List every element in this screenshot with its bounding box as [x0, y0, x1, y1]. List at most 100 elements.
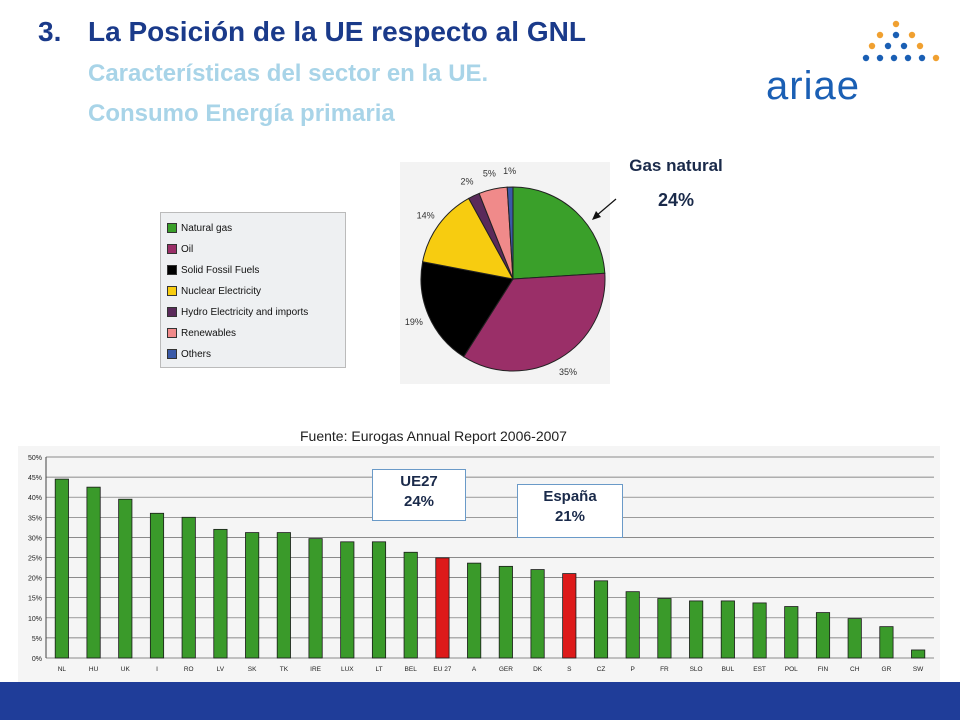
espana-callout-value: 21%: [554, 508, 586, 525]
bar-ger: [498, 565, 513, 659]
pie-slice-others: [506, 186, 514, 280]
title-number: 3.: [38, 16, 62, 47]
bar-p: [625, 591, 640, 659]
gas-callout-value: 24%: [657, 190, 695, 210]
x-tick-label: GR: [882, 666, 892, 673]
pie-slice-label: 2%: [460, 176, 473, 186]
page-title: 3. La Posición de la UE respecto al GNL: [38, 16, 586, 48]
legend-swatch: [167, 244, 177, 254]
legend-label: Hydro Electricity and imports: [181, 306, 309, 318]
y-tick-label: 45%: [28, 475, 42, 482]
callout-arrow-icon: [592, 198, 617, 220]
footer-band: [0, 682, 960, 720]
bar-hu: [86, 486, 101, 659]
x-tick-label: FIN: [818, 666, 829, 673]
x-tick-label: A: [472, 666, 477, 673]
source-note: Fuente: Eurogas Annual Report 2006-2007: [300, 428, 567, 444]
legend-item-renewables: Renewables: [167, 324, 236, 342]
pie-slice-nuclear-electricity: [422, 197, 514, 280]
x-tick-label: BEL: [405, 666, 418, 673]
x-tick-label: EST: [753, 666, 766, 673]
bar-chart: 0% 5% 10% 15% 20% 25% 30% 35% 40% 45% 50% NL HU UK I RO…: [28, 455, 934, 673]
bar-pol: [784, 606, 799, 659]
bar-slo: [689, 600, 704, 659]
y-tick-label: 30%: [28, 535, 42, 542]
bar-ire: [308, 538, 323, 659]
pie-slice-label: 1%: [503, 166, 516, 176]
x-tick-label: RO: [184, 666, 194, 673]
x-tick-label: LUX: [341, 666, 354, 673]
y-tick-label: 40%: [28, 495, 42, 502]
subtitle-line-2: Consumo Energía primaria: [88, 100, 395, 127]
x-tick-label: POL: [785, 666, 798, 673]
legend-swatch: [167, 223, 177, 233]
subtitle-line-1: Características del sector en la UE.: [88, 60, 489, 87]
logo-text: ariae: [766, 64, 860, 108]
x-tick-label: UK: [121, 666, 131, 673]
x-tick-label: LV: [217, 666, 225, 673]
pie-chart: 35% 19% 14% 2% 5% 1%: [405, 166, 606, 377]
ariae-logo: ariae: [766, 18, 946, 108]
bar-tk: [276, 532, 291, 659]
x-tick-label: BUL: [722, 666, 735, 673]
legend-label: Oil: [181, 243, 194, 255]
legend-item-natural-gas: Natural gas: [167, 219, 232, 237]
bar-fin: [815, 612, 831, 659]
y-tick-label: 50%: [28, 455, 42, 462]
bar-uk: [118, 498, 133, 659]
ue27-callout: UE27 24%: [372, 469, 466, 521]
bar-est: [752, 602, 767, 659]
x-tick-label: S: [567, 666, 572, 673]
legend-item-others: Others: [167, 345, 211, 363]
pie-slice-natural-gas: [512, 186, 606, 280]
x-tick-label: CZ: [597, 666, 606, 673]
legend-label: Nuclear Electricity: [181, 285, 262, 297]
bar-gr: [879, 626, 894, 659]
pie-slice-label: 35%: [559, 367, 577, 377]
legend-swatch: [167, 286, 177, 296]
bar-lux: [340, 541, 355, 659]
legend-swatch: [167, 265, 177, 275]
x-tick-label: GER: [499, 666, 513, 673]
pie-slice-oil: [463, 272, 606, 372]
legend-item-hydro: Hydro Electricity and imports: [167, 303, 308, 321]
legend-item-solid-fossil: Solid Fossil Fuels: [167, 261, 259, 279]
pie-legend: Natural gas Oil Solid Fossil Fuels Nucle…: [160, 212, 346, 368]
x-tick-label: EU 27: [433, 666, 451, 673]
x-tick-label: P: [631, 666, 635, 673]
y-tick-label: 5%: [32, 636, 42, 643]
bar-s: [562, 573, 577, 659]
bar-lt: [371, 541, 387, 659]
legend-label: Solid Fossil Fuels: [181, 264, 260, 276]
legend-swatch: [167, 328, 177, 338]
espana-callout: España 21%: [517, 484, 623, 538]
bar-cz: [593, 580, 609, 659]
y-tick-label: 0%: [32, 656, 42, 663]
bar-dk: [530, 569, 545, 659]
bar-fr: [657, 598, 672, 659]
x-tick-label: CH: [850, 666, 860, 673]
x-tick-label: NL: [58, 666, 67, 673]
x-tick-label: FR: [660, 666, 669, 673]
gas-callout-label: Gas natural: [629, 156, 723, 175]
x-tick-label: SW: [913, 666, 924, 673]
y-tick-label: 20%: [28, 576, 42, 583]
legend-swatch: [167, 349, 177, 359]
espana-callout-label: España: [543, 488, 597, 505]
pie-slice-solid-fossil-fuels: [420, 261, 514, 358]
x-tick-label: SK: [248, 666, 257, 673]
y-tick-label: 35%: [28, 515, 42, 522]
x-tick-label: I: [156, 666, 158, 673]
bar-a: [467, 562, 482, 659]
bar-bul: [720, 600, 735, 659]
x-tick-label: LT: [375, 666, 382, 673]
pie-chart-panel: 35% 19% 14% 2% 5% 1%: [400, 162, 610, 384]
x-tick-label: SLO: [690, 666, 703, 673]
bar-lv: [213, 528, 228, 659]
bar-ch: [847, 618, 862, 659]
bar-i: [149, 512, 165, 659]
y-tick-label: 10%: [28, 616, 42, 623]
x-tick-label: IRE: [310, 666, 322, 673]
bar-eu-27: [435, 557, 450, 659]
legend-item-oil: Oil: [167, 240, 193, 258]
